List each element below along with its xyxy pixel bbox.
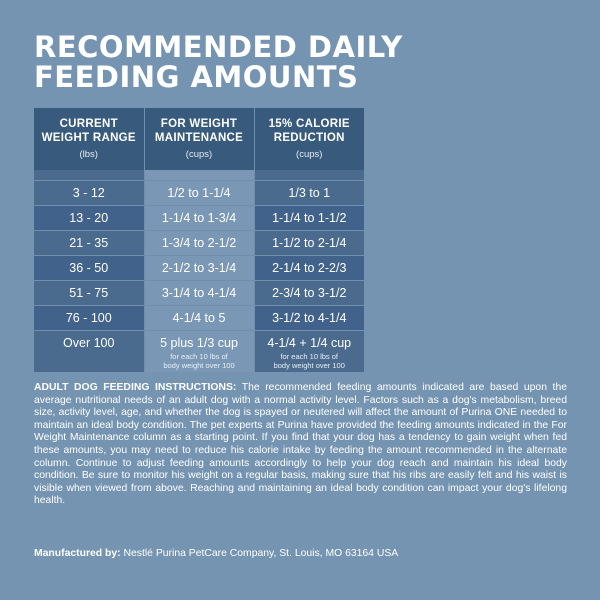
cell-reduction: 1-1/4 to 1-1/2	[254, 204, 364, 230]
cell-reduction: 1-1/2 to 2-1/4	[254, 229, 364, 255]
header-calorie-reduction: 15% CALORIE REDUCTION (cups)	[254, 108, 364, 170]
header-label-line2: WEIGHT RANGE	[41, 132, 136, 144]
cell-maintenance: 4-1/4 to 5	[144, 304, 255, 330]
header-label-line2: REDUCTION	[273, 132, 345, 144]
cell-weight: 21 - 35	[34, 229, 145, 255]
header-label-line2: MAINTENANCE	[154, 132, 244, 144]
title-line-2: FEEDING AMOUNTS	[34, 60, 359, 94]
instructions-body: The recommended feeding amounts indicate…	[34, 382, 567, 507]
title-line-1: RECOMMENDED DAILY	[34, 30, 403, 64]
table-row: 21 - 35 1-3/4 to 2-1/2 1-1/2 to 2-1/4	[34, 229, 364, 255]
table-row: 76 - 100 4-1/4 to 5 3-1/2 to 4-1/4	[34, 304, 364, 330]
cell-maintenance: 5 plus 1/3 cup for each 10 lbs of body w…	[144, 329, 255, 372]
cell-weight: 36 - 50	[34, 254, 145, 280]
feeding-table-container: CURRENT WEIGHT RANGE (lbs) FOR WEIGHT MA…	[34, 108, 364, 372]
page-title: RECOMMENDED DAILY FEEDING AMOUNTS	[34, 32, 574, 92]
note-line1: for each 10 lbs of	[170, 351, 228, 361]
cell-maintenance: 1-1/4 to 1-3/4	[144, 204, 255, 230]
note-line2: body weight over 100	[273, 360, 345, 370]
cell-weight: 3 - 12	[34, 179, 145, 205]
cell-weight: Over 100	[34, 329, 145, 372]
header-label-line1: FOR WEIGHT	[160, 118, 238, 130]
table-row: Over 100 5 plus 1/3 cup for each 10 lbs …	[34, 329, 365, 372]
cell-weight: 76 - 100	[34, 304, 145, 330]
note-line1: for each 10 lbs of	[280, 351, 339, 361]
cell-weight: 51 - 75	[34, 279, 145, 305]
header-unit: (cups)	[296, 149, 323, 160]
cell-reduction: 3-1/2 to 4-1/4	[254, 304, 364, 330]
cell-reduction: 1/3 to 1	[254, 179, 364, 205]
cell-weight-text: Over 100	[63, 335, 115, 350]
manufacturer-value: Nestlé Purina PetCare Company, St. Louis…	[123, 548, 399, 559]
feeding-table: CURRENT WEIGHT RANGE (lbs) FOR WEIGHT MA…	[34, 108, 364, 372]
cell-note: for each 10 lbs of body weight over 100	[255, 352, 365, 370]
header-unit: (cups)	[185, 149, 213, 160]
cell-maintenance: 2-1/2 to 3-1/4	[144, 254, 255, 280]
table-spacer-row	[34, 170, 364, 180]
cell-maintenance: 3-1/4 to 4-1/4	[144, 279, 255, 305]
cell-reduction: 4-1/4 + 1/4 cup for each 10 lbs of body …	[254, 329, 365, 372]
manufacturer-label: Manufactured by:	[34, 548, 121, 559]
header-label-line1: 15% CALORIE	[268, 118, 350, 130]
header-weight-range: CURRENT WEIGHT RANGE (lbs)	[34, 108, 145, 170]
cell-reduction-text: 4-1/4 + 1/4 cup	[267, 335, 352, 350]
cell-reduction: 2-3/4 to 3-1/2	[254, 279, 364, 305]
table-row: 51 - 75 3-1/4 to 4-1/4 2-3/4 to 3-1/2	[34, 279, 364, 305]
header-unit: (lbs)	[79, 149, 98, 160]
note-line2: body weight over 100	[163, 360, 235, 370]
table-row: 13 - 20 1-1/4 to 1-3/4 1-1/4 to 1-1/2	[34, 204, 364, 230]
cell-maintenance: 1-3/4 to 2-1/2	[144, 229, 255, 255]
instructions-heading: ADULT DOG FEEDING INSTRUCTIONS:	[34, 382, 237, 393]
header-label-line1: CURRENT	[59, 118, 118, 130]
header-weight-maintenance: FOR WEIGHT MAINTENANCE (cups)	[144, 108, 255, 170]
cell-reduction: 2-1/4 to 2-2/3	[254, 254, 364, 280]
manufacturer-line: Manufactured by: Nestlé Purina PetCare C…	[34, 547, 567, 560]
cell-maintenance: 1/2 to 1-1/4	[144, 179, 255, 205]
table-row: 36 - 50 2-1/2 to 3-1/4 2-1/4 to 2-2/3	[34, 254, 364, 280]
cell-weight: 13 - 20	[34, 204, 145, 230]
table-header-row: CURRENT WEIGHT RANGE (lbs) FOR WEIGHT MA…	[34, 108, 364, 170]
table-row: 3 - 12 1/2 to 1-1/4 1/3 to 1	[34, 179, 364, 205]
feeding-instructions: ADULT DOG FEEDING INSTRUCTIONS: The reco…	[34, 382, 567, 508]
cell-note: for each 10 lbs of body weight over 100	[145, 352, 254, 370]
cell-maintenance-text: 5 plus 1/3 cup	[160, 335, 238, 350]
